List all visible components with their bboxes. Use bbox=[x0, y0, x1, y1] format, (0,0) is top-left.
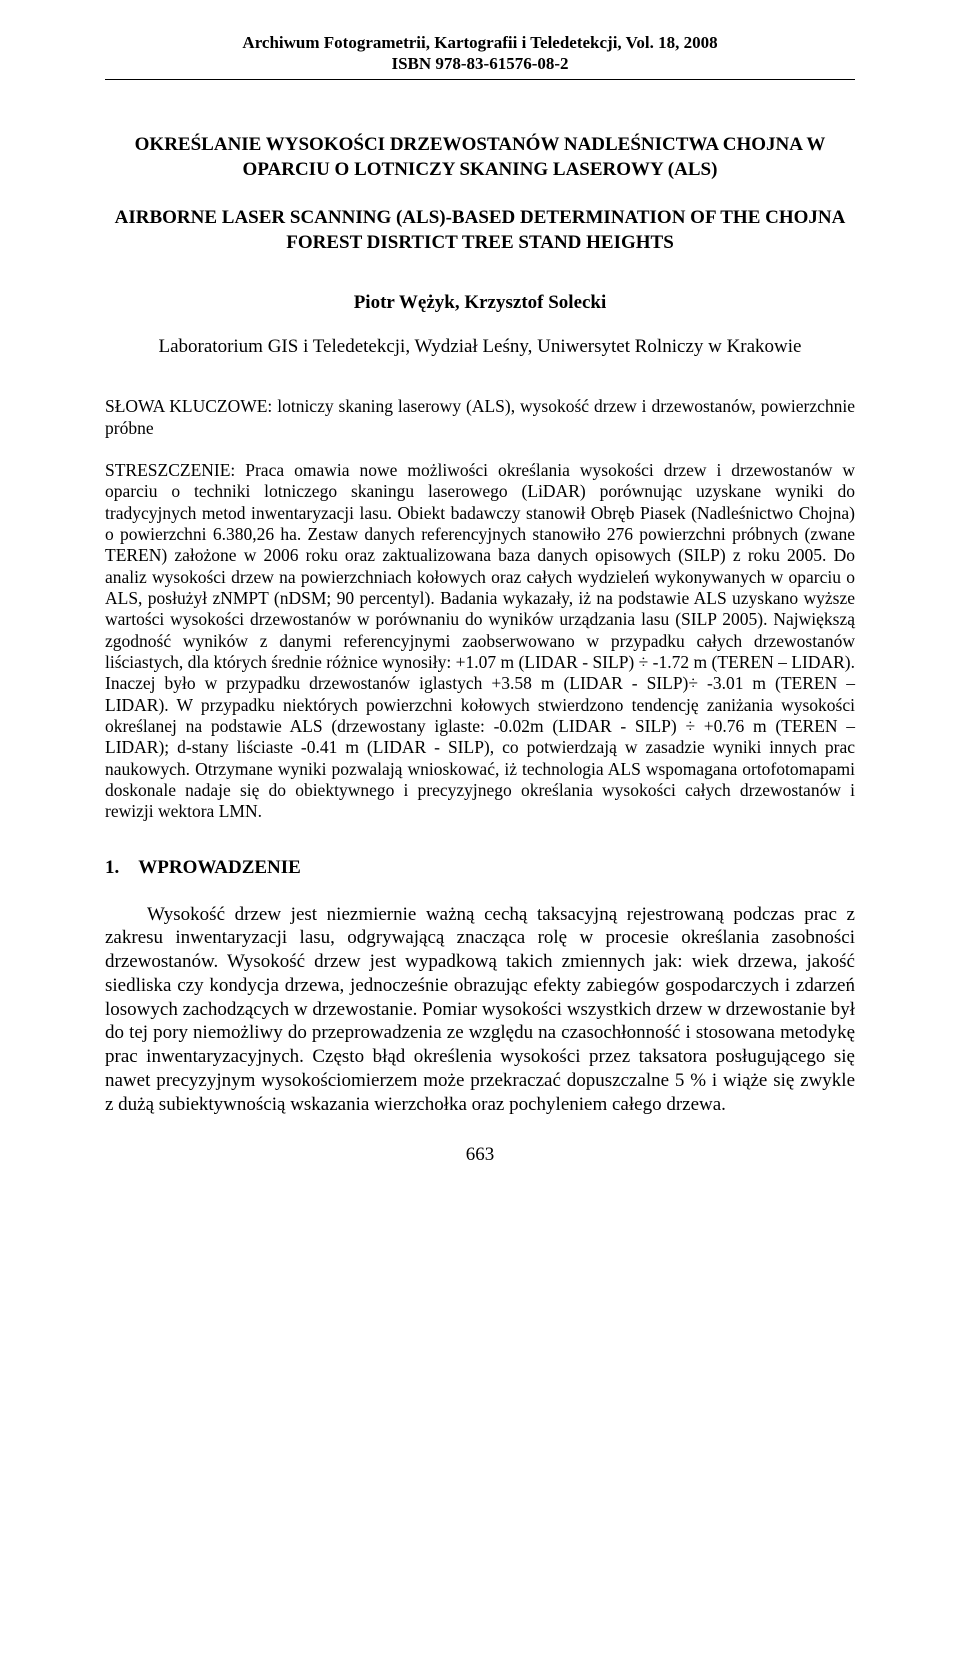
abstract-text: Praca omawia nowe możliwości określania … bbox=[105, 460, 855, 822]
journal-title-line: Archiwum Fotogrametrii, Kartografii i Te… bbox=[105, 32, 855, 53]
affiliation: Laboratorium GIS i Teledetekcji, Wydział… bbox=[105, 336, 855, 358]
section-heading-1: 1. WPROWADZENIE bbox=[105, 857, 855, 879]
keywords-block: SŁOWA KLUCZOWE: lotniczy skaning laserow… bbox=[105, 396, 855, 440]
journal-header: Archiwum Fotogrametrii, Kartografii i Te… bbox=[105, 32, 855, 80]
article-title-english: AIRBORNE LASER SCANNING (ALS)-BASED DETE… bbox=[105, 205, 855, 256]
abstract-label: STRESZCZENIE: bbox=[105, 460, 245, 480]
abstract-block: STRESZCZENIE: Praca omawia nowe możliwoś… bbox=[105, 460, 855, 823]
article-title-polish: OKREŚLANIE WYSOKOŚCI DRZEWOSTANÓW NADLEŚ… bbox=[105, 132, 855, 183]
page: Archiwum Fotogrametrii, Kartografii i Te… bbox=[0, 0, 960, 1206]
section-1-paragraph: Wysokość drzew jest niezmiernie ważną ce… bbox=[105, 903, 855, 1117]
page-number: 663 bbox=[105, 1144, 855, 1166]
authors: Piotr Wężyk, Krzysztof Solecki bbox=[105, 292, 855, 314]
journal-isbn-line: ISBN 978-83-61576-08-2 bbox=[105, 53, 855, 74]
keywords-label: SŁOWA KLUCZOWE: bbox=[105, 396, 277, 416]
